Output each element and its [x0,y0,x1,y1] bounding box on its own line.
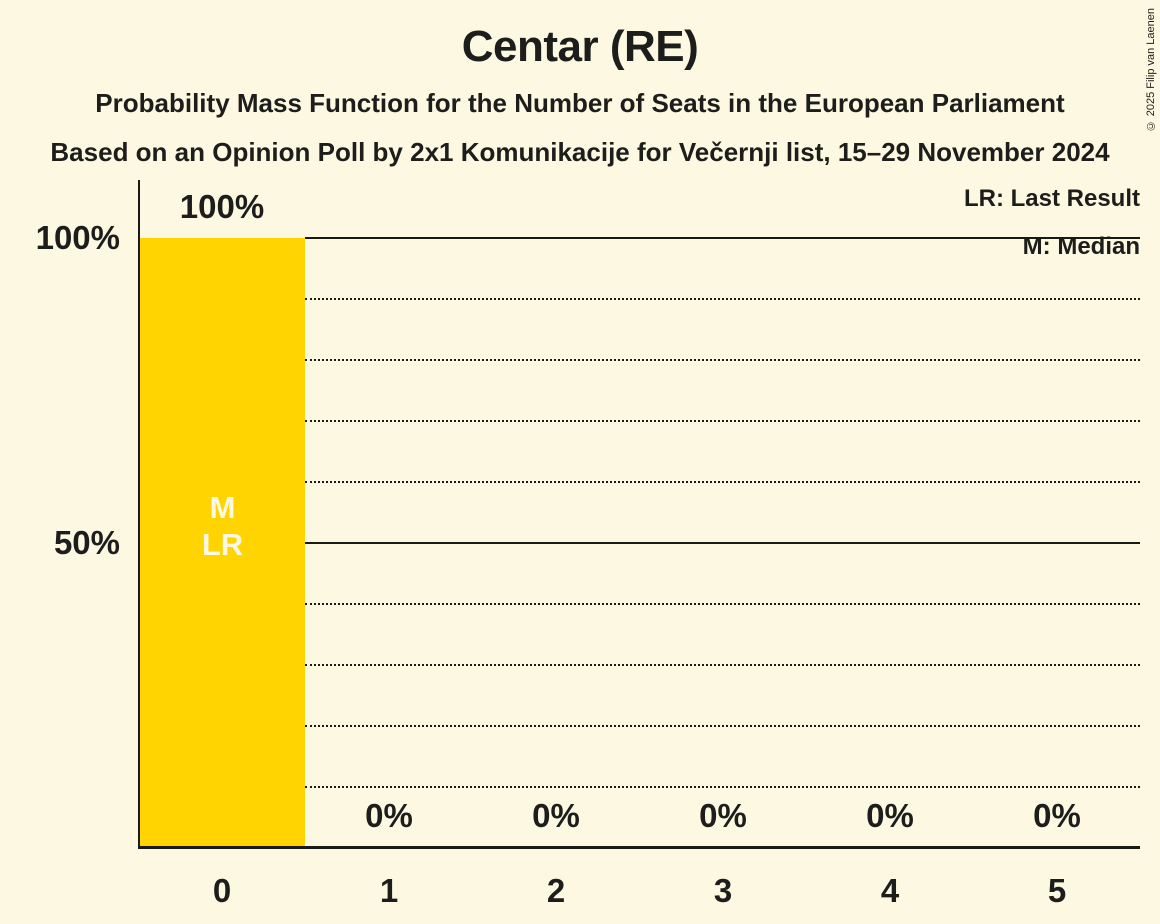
bar-markers: M LR [140,489,305,563]
gridline-40 [305,603,1140,605]
value-label-seats-5: 0% [1033,797,1081,834]
x-tick-4: 4 [880,872,900,909]
value-label-seats-1: 0% [365,797,413,834]
x-tick-5: 5 [1047,872,1067,909]
subtitle-poll-source: Based on an Opinion Poll by 2x1 Komunika… [50,137,1110,167]
value-label-seats-3: 0% [699,797,747,834]
gridline-50 [305,542,1140,544]
y-axis [138,180,140,849]
gridline-10 [305,786,1140,788]
gridline-100 [305,237,1140,239]
value-label-seats-4: 0% [866,797,914,834]
gridline-80 [305,359,1140,361]
gridline-70 [305,420,1140,422]
legend-last-result: LR: Last Result [963,185,1140,212]
x-axis [138,846,1140,849]
y-axis-label-50: 50% [53,524,120,561]
copyright-notice: © 2025 Filip van Laenen [1145,8,1157,132]
last-result-marker: LR [201,527,244,562]
gridline-20 [305,725,1140,727]
y-axis-label-100: 100% [35,219,120,256]
page-title: Centar (RE) [461,22,699,71]
subtitle-pmf: Probability Mass Function for the Number… [95,88,1065,118]
gridline-60 [305,481,1140,483]
value-label-seats-0: 100% [179,188,265,225]
median-marker: M [209,490,236,525]
bar-seats-0 [140,238,305,846]
x-tick-3: 3 [713,872,733,909]
gridline-30 [305,664,1140,666]
value-label-seats-2: 0% [532,797,580,834]
x-tick-2: 2 [546,872,566,909]
x-tick-1: 1 [379,872,399,909]
gridline-90 [305,298,1140,300]
x-tick-0: 0 [212,872,232,909]
